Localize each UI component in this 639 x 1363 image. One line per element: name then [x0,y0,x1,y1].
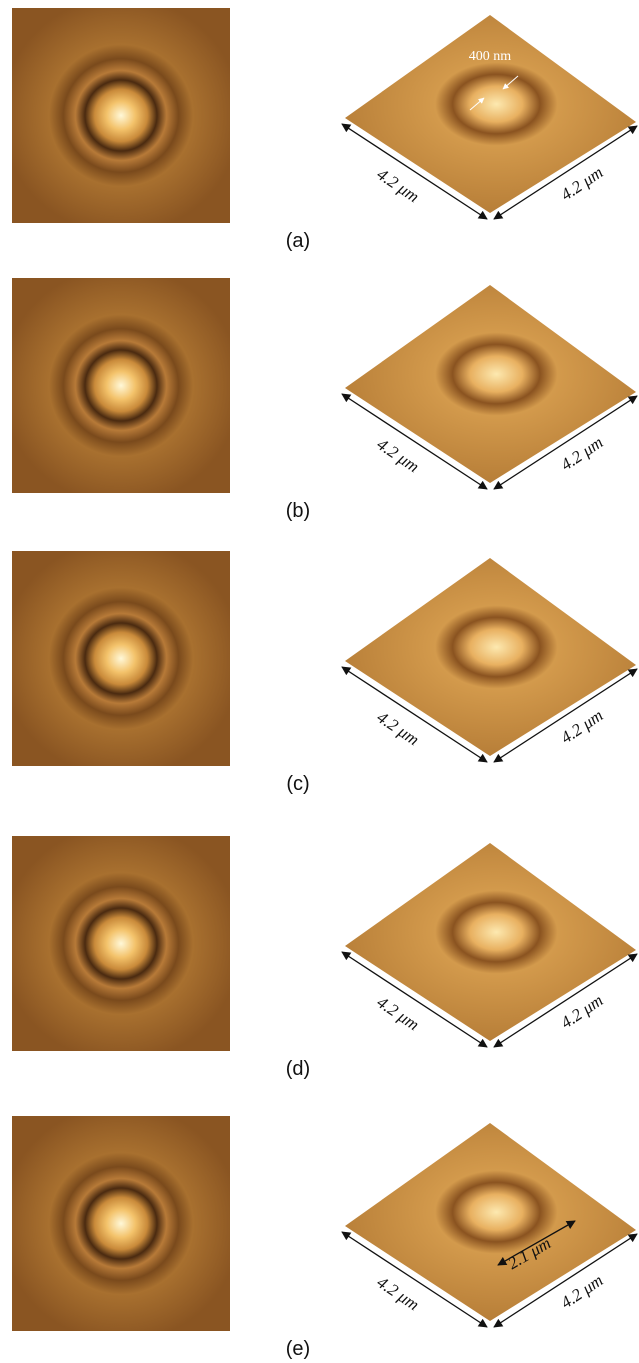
panel-label: (b) [286,500,310,522]
dimension-label: 4.2 μm [557,991,606,1033]
figure: 4.2 μm 4.2 μm (a) 400 nm 4.2 μm 4.2 μm (b) 4.2 … [0,0,639,1363]
panel-label: (d) [286,1058,310,1080]
annotation: 400 nm [469,49,512,64]
dimension-label: 4.2 μm [374,435,423,477]
panel-label: (a) [286,230,310,252]
afm-image [12,1116,230,1331]
dimension-label: 4.2 μm [557,433,606,475]
dimension-label: 4.2 μm [374,993,423,1035]
dimension-label: 4.2 μm [374,708,423,750]
afm-image [12,278,230,493]
dimension-label: 4.2 μm [557,163,606,205]
afm-image [12,551,230,766]
afm-image [12,8,230,223]
panel-label: (c) [286,773,309,795]
dimension-label: 4.2 μm [557,706,606,748]
dimension-label: 4.2 μm [557,1271,606,1313]
panel-label: (e) [286,1338,310,1360]
afm-image [12,836,230,1051]
dimension-label: 4.2 μm [374,1273,423,1315]
dimension-label: 4.2 μm [374,165,423,207]
